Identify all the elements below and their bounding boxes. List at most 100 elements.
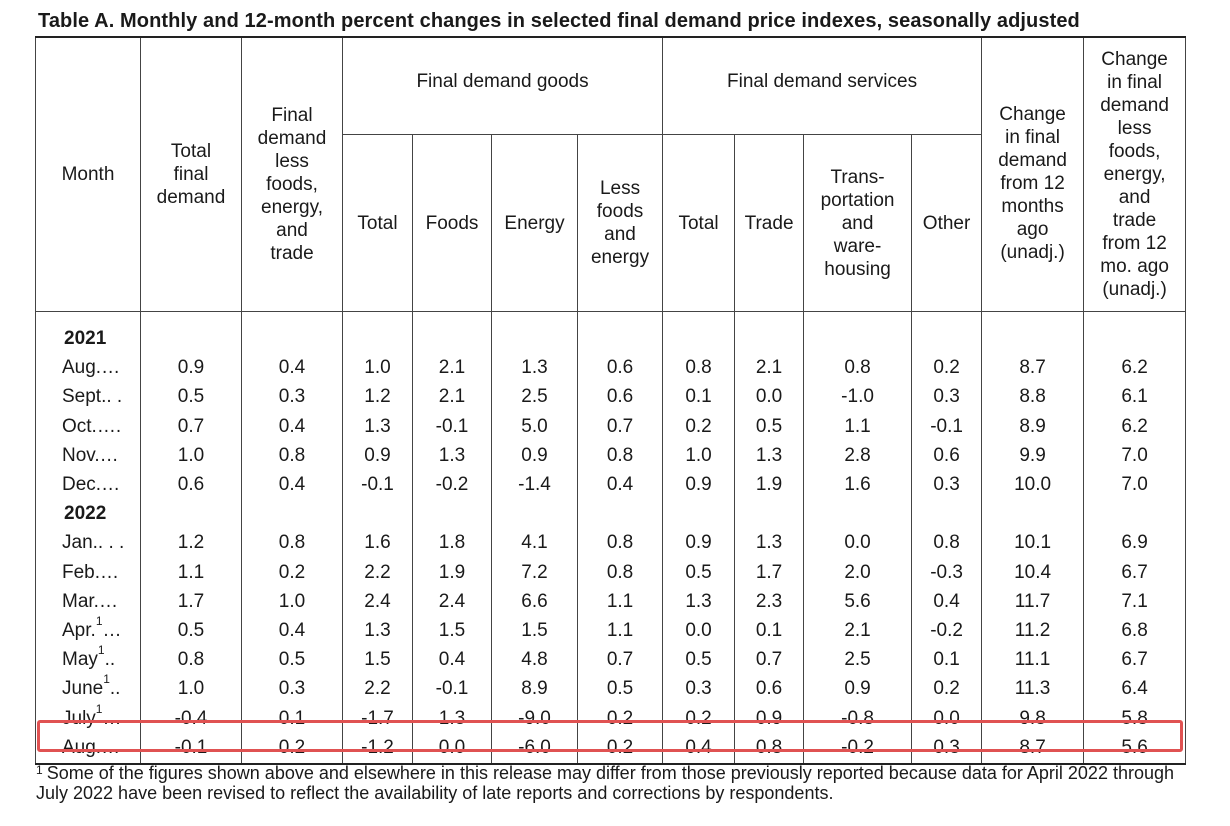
value-cell: 6.4 xyxy=(1083,674,1187,704)
month-label: Oct.…. xyxy=(35,411,141,441)
month-label: Aug.… xyxy=(35,353,141,383)
header-line: energy xyxy=(590,247,650,268)
month-name: Aug.… xyxy=(62,737,121,759)
header-line: demand xyxy=(156,187,226,208)
value-cell: -1.7 xyxy=(342,703,413,733)
value-cell: 1.6 xyxy=(342,528,413,558)
value-cell: 6.1 xyxy=(1083,382,1187,412)
table-body: 2021 Aug.… 0.9 0.4 1.0 2.1 1.3 0.6 0.8 2.1 0.8 0.2 8… xyxy=(35,311,1187,765)
value-cell: 2.4 xyxy=(342,586,413,616)
value-cell: 0.4 xyxy=(241,353,343,383)
value-cell: -0.2 xyxy=(803,732,913,765)
value-cell: 2.3 xyxy=(734,586,805,616)
value-cell: 1.3 xyxy=(734,528,805,558)
footnote-ref: 1 xyxy=(95,613,103,628)
value-cell: 0.4 xyxy=(662,732,736,765)
table-row: Oct.…. 0.7 0.4 1.3 -0.1 5.0 0.7 0.2 0.5 1.1 -0.1 8.… xyxy=(35,411,1187,441)
header-services-trade: Trade xyxy=(734,134,805,312)
header-line: in final xyxy=(1005,127,1061,148)
value-cell: 0.3 xyxy=(911,382,983,412)
year-label: 2022 xyxy=(35,499,141,529)
value-cell: 0.3 xyxy=(911,469,983,500)
empty-cell xyxy=(140,324,242,354)
header-line: and xyxy=(841,212,874,234)
value-cell: 5.6 xyxy=(803,586,913,616)
value-cell: 9.8 xyxy=(981,703,1085,733)
value-cell: 0.4 xyxy=(241,469,343,500)
value-cell: 0.8 xyxy=(576,528,664,558)
value-cell: 0.8 xyxy=(140,645,242,675)
header-group-goods: Final demand goods xyxy=(341,36,664,135)
value-cell: 1.5 xyxy=(412,615,492,646)
value-cell: 0.2 xyxy=(576,703,664,733)
value-cell: 0.8 xyxy=(911,528,983,558)
value-cell: 2.0 xyxy=(803,557,913,587)
table-row: Mar.… 1.7 1.0 2.4 2.4 6.6 1.1 1.3 2.3 5.6 0.4 11.7 7… xyxy=(35,586,1187,616)
month-label: June1.. xyxy=(35,673,141,704)
value-cell: 1.1 xyxy=(576,615,664,646)
value-cell: 0.1 xyxy=(662,382,736,412)
table-row: Aug.… 0.9 0.4 1.0 2.1 1.3 0.6 0.8 2.1 0.8 0.2 8.7 6.… xyxy=(35,353,1187,383)
value-cell: 1.0 xyxy=(241,586,343,616)
value-cell: 0.6 xyxy=(734,674,805,704)
value-cell: 8.9 xyxy=(491,674,578,704)
value-cell: 0.1 xyxy=(734,615,805,646)
header-line: trade xyxy=(1112,210,1157,231)
header-line: housing xyxy=(824,258,891,280)
header-group-services: Final demand services xyxy=(662,36,983,135)
value-cell: 0.8 xyxy=(241,528,343,558)
empty-cell xyxy=(576,499,664,529)
value-cell: 2.8 xyxy=(803,440,913,470)
value-cell: 7.0 xyxy=(1083,469,1187,500)
empty-cell xyxy=(1083,324,1187,354)
empty-cell xyxy=(491,499,578,529)
value-cell: 0.0 xyxy=(911,703,983,733)
header-line: in final xyxy=(1107,72,1163,93)
empty-cell xyxy=(803,499,913,529)
month-label: Feb.… xyxy=(35,557,141,587)
value-cell: 0.3 xyxy=(241,674,343,704)
value-cell: 0.1 xyxy=(911,645,983,675)
value-cell: 1.5 xyxy=(342,645,413,675)
header-line: demand xyxy=(257,128,327,149)
table-row: July1… -0.4 0.1 -1.7 1.3 -9.0 0.2 0.2 0.9 -0.8 0.0… xyxy=(35,703,1187,733)
footnote-marker: 1 xyxy=(36,763,43,777)
value-cell: 0.8 xyxy=(662,353,736,383)
header-services-other: Other xyxy=(911,134,983,312)
header-line: and xyxy=(276,220,308,241)
month-name: Jan.. . . xyxy=(62,532,125,554)
value-cell: 1.3 xyxy=(491,353,578,383)
value-cell: 11.3 xyxy=(981,674,1085,704)
header-line: Change xyxy=(999,104,1066,125)
leader-dots: … xyxy=(102,619,122,641)
value-cell: 8.7 xyxy=(981,353,1085,383)
value-cell: 1.0 xyxy=(140,674,242,704)
header-line: final xyxy=(173,164,209,185)
header-line: and xyxy=(604,224,636,245)
value-cell: -0.1 xyxy=(412,674,492,704)
header-line: foods, xyxy=(1108,141,1161,162)
value-cell: 0.6 xyxy=(140,469,242,500)
value-cell: -0.3 xyxy=(911,557,983,587)
month-label: Jan.. . . xyxy=(35,528,141,558)
highlight-box-latest-month xyxy=(37,720,1183,752)
table-row: May1.. 0.8 0.5 1.5 0.4 4.8 0.7 0.5 0.7 2.5 0.1 11.1… xyxy=(35,644,1187,675)
value-cell: -0.1 xyxy=(140,732,242,765)
value-cell: 0.5 xyxy=(576,674,664,704)
value-cell: 11.7 xyxy=(981,586,1085,616)
month-name: Sept.. . xyxy=(62,386,123,408)
value-cell: 1.3 xyxy=(662,586,736,616)
empty-cell xyxy=(241,499,343,529)
value-cell: 1.2 xyxy=(140,528,242,558)
value-cell: 1.1 xyxy=(803,411,913,441)
month-label: May1.. xyxy=(35,644,141,675)
table-row: Dec.… 0.6 0.4 -0.1 -0.2 -1.4 0.4 0.9 1.9 1.6 0.3 10… xyxy=(35,469,1187,500)
leader-dots: … xyxy=(102,707,122,729)
value-cell: 0.5 xyxy=(662,645,736,675)
value-cell: 1.7 xyxy=(734,557,805,587)
empty-cell xyxy=(412,499,492,529)
value-cell: 1.0 xyxy=(342,353,413,383)
value-cell: 0.2 xyxy=(662,411,736,441)
value-cell: -0.2 xyxy=(911,615,983,646)
month-name: July xyxy=(62,707,96,729)
